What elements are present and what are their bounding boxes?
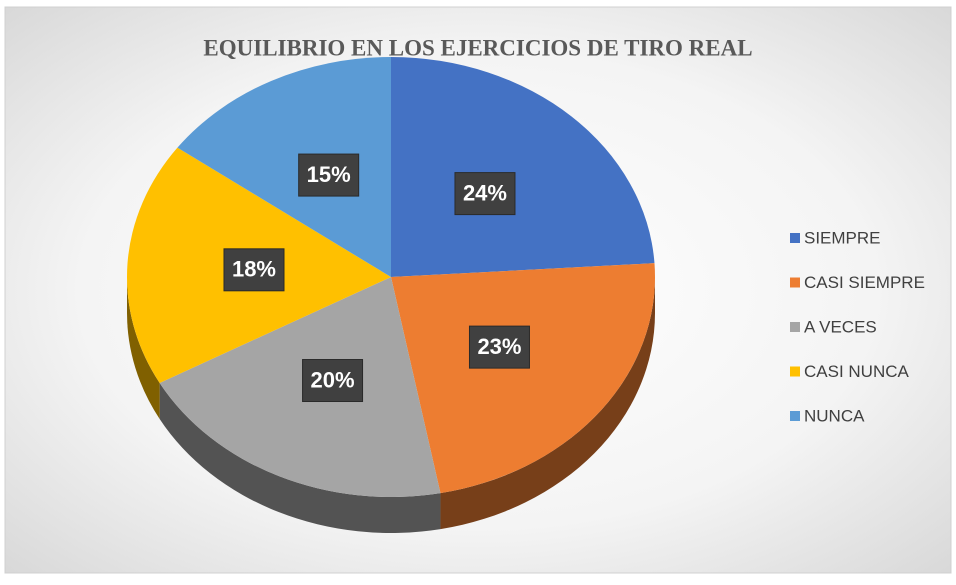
chart-title: EQUILIBRIO EN LOS EJERCICIOS DE TIRO REA… — [203, 35, 752, 60]
legend-label: CASI NUNCA — [804, 362, 910, 381]
data-label: 15% — [307, 162, 351, 187]
slice-side — [440, 277, 655, 530]
data-label-box — [298, 153, 360, 197]
data-label-box — [223, 248, 285, 292]
data-label: 20% — [311, 367, 355, 392]
data-label: 23% — [477, 334, 521, 359]
legend-label: SIEMPRE — [804, 228, 881, 247]
legend-label: CASI SIEMPRE — [804, 273, 925, 292]
slice — [391, 263, 655, 494]
slice — [159, 277, 441, 497]
data-label-box — [454, 172, 516, 216]
slice-side — [127, 277, 160, 419]
data-label: 18% — [232, 257, 276, 282]
slice-side — [159, 382, 441, 533]
data-label: 24% — [463, 180, 507, 205]
legend-swatch — [790, 322, 800, 332]
slice — [177, 57, 391, 277]
legend-swatch — [790, 233, 800, 243]
legend-swatch — [790, 366, 800, 377]
slice — [391, 57, 655, 277]
data-label-box — [468, 325, 530, 369]
legend-label: A VECES — [804, 317, 877, 336]
legend-label: NUNCA — [804, 406, 865, 425]
data-label-box — [302, 359, 364, 403]
legend-swatch — [790, 277, 800, 288]
legend-swatch — [790, 411, 800, 421]
